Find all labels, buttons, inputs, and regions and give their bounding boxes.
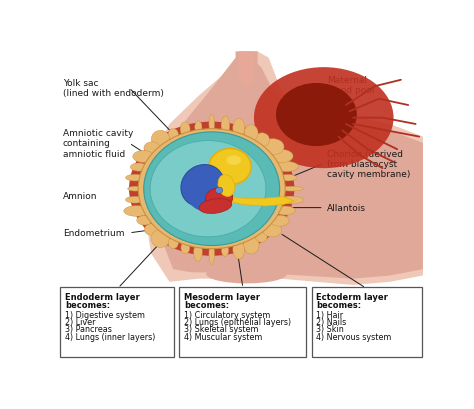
Text: 3) Pancreas: 3) Pancreas: [65, 325, 112, 334]
Text: 2) Nails: 2) Nails: [316, 317, 346, 326]
Text: becomes:: becomes:: [184, 301, 229, 310]
Ellipse shape: [277, 197, 304, 204]
Polygon shape: [221, 196, 294, 207]
Ellipse shape: [133, 151, 154, 163]
Text: Endoderm layer: Endoderm layer: [65, 292, 139, 301]
Ellipse shape: [181, 165, 224, 207]
Ellipse shape: [262, 139, 284, 155]
Text: Amniotic cavity
containing
amniotic fluid: Amniotic cavity containing amniotic flui…: [63, 129, 133, 158]
Text: Ectoderm layer: Ectoderm layer: [316, 292, 388, 301]
Ellipse shape: [280, 175, 297, 182]
Text: 4) Muscular system: 4) Muscular system: [184, 332, 263, 341]
Polygon shape: [144, 52, 423, 285]
Ellipse shape: [144, 142, 160, 154]
Ellipse shape: [206, 265, 287, 284]
Text: 4) Nervous system: 4) Nervous system: [316, 332, 392, 341]
Ellipse shape: [275, 207, 295, 216]
Ellipse shape: [276, 84, 357, 147]
Polygon shape: [236, 52, 258, 90]
Text: becomes:: becomes:: [65, 301, 110, 310]
Ellipse shape: [128, 187, 142, 191]
Ellipse shape: [244, 236, 259, 254]
Ellipse shape: [151, 131, 170, 148]
Ellipse shape: [255, 232, 267, 243]
Text: Mesoderm layer: Mesoderm layer: [184, 292, 260, 301]
Ellipse shape: [130, 164, 147, 172]
Ellipse shape: [270, 216, 289, 227]
Ellipse shape: [263, 224, 282, 238]
Ellipse shape: [227, 156, 241, 166]
Ellipse shape: [269, 150, 293, 164]
Circle shape: [215, 188, 223, 194]
Text: 1) Digestive system: 1) Digestive system: [65, 310, 145, 319]
Ellipse shape: [168, 129, 178, 141]
Ellipse shape: [150, 141, 266, 237]
Ellipse shape: [274, 162, 299, 172]
Ellipse shape: [221, 245, 228, 257]
Ellipse shape: [209, 243, 214, 265]
Text: 2) Lungs (epithelial layers): 2) Lungs (epithelial layers): [184, 317, 292, 326]
Ellipse shape: [126, 175, 144, 182]
Ellipse shape: [209, 115, 214, 135]
FancyBboxPatch shape: [311, 288, 422, 357]
Ellipse shape: [254, 68, 393, 169]
Ellipse shape: [144, 224, 160, 236]
Text: Allantois: Allantois: [328, 204, 366, 213]
Polygon shape: [239, 52, 254, 90]
Text: Amnion: Amnion: [63, 191, 98, 200]
Ellipse shape: [151, 230, 170, 248]
Ellipse shape: [218, 175, 235, 197]
Ellipse shape: [137, 216, 153, 225]
Text: becomes:: becomes:: [316, 301, 362, 310]
Text: Yolk sac
(lined with endoderm): Yolk sac (lined with endoderm): [63, 79, 164, 98]
Ellipse shape: [199, 199, 232, 214]
Text: Maternal
blood pool: Maternal blood pool: [328, 76, 375, 95]
Ellipse shape: [205, 188, 233, 209]
Ellipse shape: [124, 206, 149, 217]
Ellipse shape: [233, 119, 245, 138]
Ellipse shape: [126, 197, 145, 204]
Text: 1) Circulatory system: 1) Circulatory system: [184, 310, 271, 319]
FancyBboxPatch shape: [60, 288, 174, 357]
FancyBboxPatch shape: [179, 288, 307, 357]
Text: Chorion (derived
from blastocyst
cavity membrane): Chorion (derived from blastocyst cavity …: [328, 149, 411, 179]
Ellipse shape: [244, 126, 258, 142]
Text: 4) Lungs (inner layers): 4) Lungs (inner layers): [65, 332, 155, 341]
Ellipse shape: [168, 238, 178, 249]
Text: Endometrium: Endometrium: [63, 229, 124, 238]
Ellipse shape: [195, 121, 202, 134]
Ellipse shape: [144, 133, 280, 246]
Text: 2) Liver: 2) Liver: [65, 317, 95, 326]
Text: 3) Skeletal system: 3) Skeletal system: [184, 325, 259, 334]
Polygon shape: [155, 58, 423, 279]
Ellipse shape: [138, 129, 285, 249]
Text: 1) Hair: 1) Hair: [316, 310, 344, 319]
Ellipse shape: [194, 243, 202, 262]
Ellipse shape: [279, 187, 303, 191]
Ellipse shape: [181, 242, 190, 254]
Ellipse shape: [255, 133, 270, 147]
Ellipse shape: [233, 240, 245, 259]
Text: 3) Skin: 3) Skin: [316, 325, 344, 334]
Ellipse shape: [209, 149, 251, 185]
Ellipse shape: [180, 123, 190, 137]
Ellipse shape: [221, 117, 230, 135]
Ellipse shape: [129, 122, 294, 256]
